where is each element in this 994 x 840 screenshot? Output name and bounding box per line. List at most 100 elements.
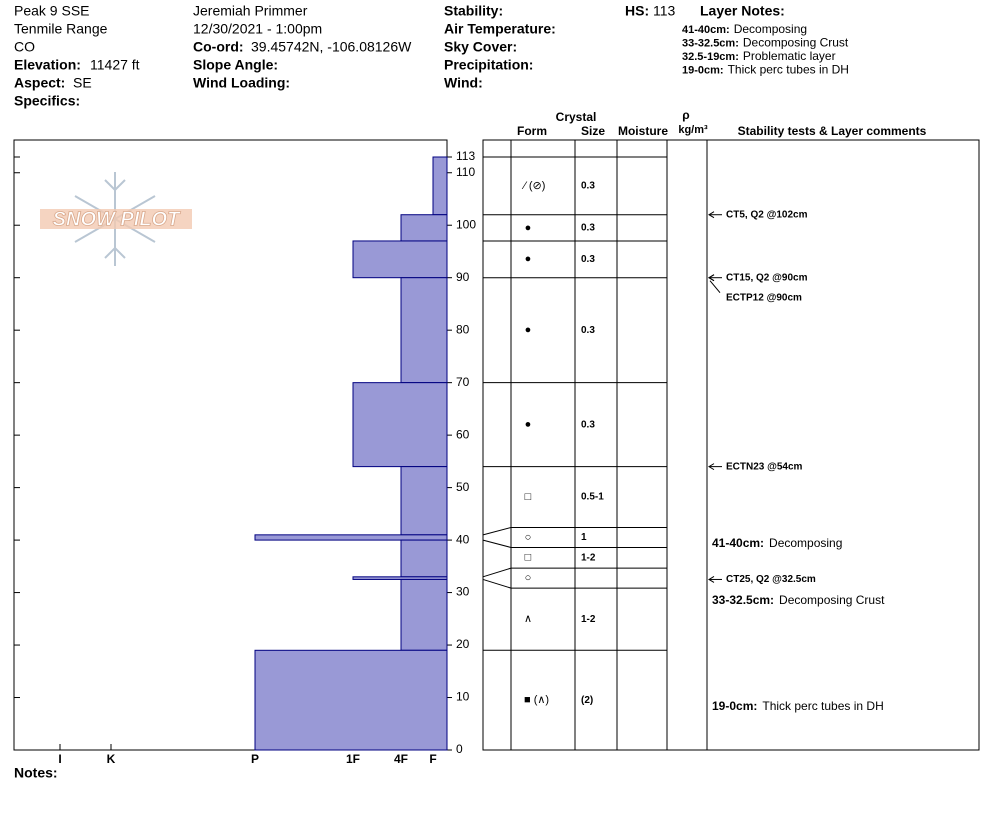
crystal-size: 0.3	[581, 181, 595, 192]
layer-notes-title: Layer Notes:	[700, 3, 785, 19]
test-label: ECTN23 @54cm	[726, 461, 803, 472]
hardness-tick-label: 4F	[394, 752, 408, 766]
comment-text: Decomposing	[769, 536, 842, 550]
hardness-bar	[432, 156, 448, 216]
depth-tick-label: 70	[456, 375, 470, 389]
depth-tick-label: 100	[456, 217, 476, 231]
depth-tick-label: 60	[456, 427, 470, 441]
hardness-tick-label: I	[58, 752, 61, 766]
hardness-tick-label: 1F	[346, 752, 360, 766]
test-arrowhead	[708, 576, 715, 583]
comment-depth: 33-32.5cm:	[712, 593, 774, 607]
depth-tick-label: 113	[456, 149, 475, 163]
coord-label: Co-ord:	[193, 39, 244, 55]
coord-value: 39.45742N, -106.08126W	[251, 39, 412, 55]
hardness-bar	[400, 214, 448, 242]
elevation-label: Elevation:	[14, 57, 81, 73]
col-moisture: Moisture	[618, 124, 668, 138]
crystal-form: ⁄ (⊘)	[521, 180, 545, 192]
depth-tick-label: 50	[456, 480, 470, 494]
comment-depth: 41-40cm:	[712, 536, 764, 550]
col-form: Form	[517, 124, 547, 138]
layer-note-text: Decomposing	[734, 22, 807, 36]
depth-tick-label: 20	[456, 637, 470, 651]
hardness-bar	[352, 382, 448, 468]
col-density: kg/m³	[678, 124, 708, 136]
depth-tick-label: 10	[456, 690, 470, 704]
hs-label: HS:	[625, 3, 649, 19]
layer-note-text: Thick perc tubes in DH	[728, 63, 849, 77]
depth-tick-label: 80	[456, 322, 470, 336]
layer-connector	[482, 578, 512, 589]
condition-label: Precipitation:	[444, 57, 533, 73]
site-range: Tenmile Range	[14, 21, 108, 37]
condition-label: Stability:	[444, 3, 503, 19]
crystal-size: 1-2	[581, 552, 596, 563]
crystal-form: ●	[525, 253, 532, 265]
hardness-tick-label: F	[429, 752, 436, 766]
observer: Jeremiah Primmer	[193, 3, 308, 19]
test-arrowhead	[708, 274, 715, 282]
crystal-form: ●	[525, 222, 532, 234]
hardness-tick-label: P	[251, 752, 259, 766]
layer-note-text: Problematic layer	[743, 49, 836, 63]
comment-depth: 19-0cm:	[712, 699, 757, 713]
depth-tick-label: 90	[456, 270, 470, 284]
site-name: Peak 9 SSE	[14, 3, 90, 19]
layer-note-text: Decomposing Crust	[743, 36, 849, 50]
datetime: 12/30/2021 - 1:00pm	[193, 21, 322, 37]
depth-tick-label: 30	[456, 585, 470, 599]
test-label: ECTP12 @90cm	[726, 292, 802, 303]
hardness-bar	[400, 539, 448, 578]
crystal-form: ●	[525, 419, 532, 431]
layer-note-depth: 19-0cm:	[682, 64, 724, 76]
layer-connector	[482, 539, 512, 548]
depth-tick-label: 0	[456, 742, 463, 756]
depth-tick-label: 110	[456, 165, 475, 179]
crystal-form: □	[525, 552, 532, 564]
test-arrowhead	[708, 463, 715, 471]
specifics-label: Specifics:	[14, 93, 80, 109]
site-state: CO	[14, 39, 35, 55]
col-comments: Stability tests & Layer comments	[738, 124, 927, 138]
hs-value: 113	[653, 3, 676, 19]
hardness-bar	[352, 576, 448, 580]
logo-band	[40, 209, 192, 229]
comment-text: Thick perc tubes in DH	[762, 699, 883, 713]
layer-connector	[482, 526, 512, 536]
crystal-form: ■ (∧)	[524, 694, 549, 706]
notes-label: Notes:	[14, 765, 58, 781]
crystal-form: ∧	[524, 613, 532, 625]
table-frame	[482, 139, 980, 751]
crystal-form: ○	[525, 531, 532, 543]
logo-text: SNOW PILOT	[53, 208, 181, 230]
layer-note-depth: 41-40cm:	[682, 24, 730, 36]
wind-loading-label: Wind Loading:	[193, 75, 290, 91]
hardness-tick-label: K	[107, 752, 116, 766]
depth-tick-label: 40	[456, 532, 470, 546]
test-label: CT5, Q2 @102cm	[726, 209, 808, 220]
crystal-form: □	[525, 491, 532, 503]
condition-label: Air Temperature:	[444, 21, 556, 37]
table-columns	[510, 140, 708, 750]
condition-label: Wind:	[444, 75, 483, 91]
crystal-size: 0.3	[581, 419, 595, 430]
crystal-size: (2)	[581, 695, 593, 706]
aspect-label: Aspect:	[14, 75, 65, 91]
hardness-bar	[400, 466, 448, 536]
crystal-size: 0.3	[581, 222, 595, 233]
slope-angle-label: Slope Angle:	[193, 57, 278, 73]
hardness-bar	[400, 578, 448, 651]
crystal-size: 1-2	[581, 614, 596, 625]
crystal-size: 0.3	[581, 325, 595, 336]
crystal-form: ○	[525, 572, 532, 584]
crystal-size: 1	[581, 532, 587, 543]
comment-text: Decomposing Crust	[779, 593, 885, 607]
hardness-bar	[254, 649, 448, 751]
layer-note-depth: 33-32.5cm:	[682, 37, 739, 49]
hardness-bar	[400, 277, 448, 384]
col-crystal: Crystal	[556, 110, 597, 124]
hardness-bar	[254, 534, 448, 541]
crystal-size: 0.5-1	[581, 492, 604, 503]
